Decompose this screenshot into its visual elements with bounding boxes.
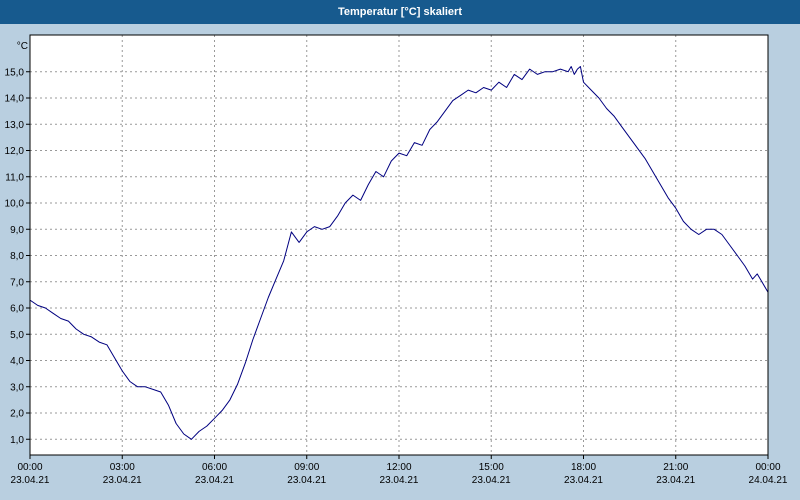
- y-tick-label: 10,0: [5, 199, 25, 210]
- x-tick-date-label: 23.04.21: [380, 475, 419, 486]
- y-tick-label: 1,0: [10, 435, 24, 446]
- axis-ticks: [26, 71, 769, 459]
- x-tick-time-label: 18:00: [571, 462, 596, 473]
- x-tick-time-label: 15:00: [479, 462, 504, 473]
- y-axis-labels: °C 1,0 2,0 3,0 4,0 5,0 6,0 7,0 8,0 9,0 10,0 11,0 12,…: [5, 41, 28, 446]
- window-title: Temperatur [°C] skaliert: [337, 6, 462, 18]
- x-tick-date-label: 23.04.21: [195, 475, 234, 486]
- x-tick-date-label: 23.04.21: [103, 475, 142, 486]
- y-tick-label: 4,0: [10, 356, 24, 367]
- y-axis-unit-label: °C: [17, 41, 28, 52]
- x-tick-time-label: 00:00: [755, 462, 780, 473]
- y-tick-label: 5,0: [10, 330, 24, 341]
- x-tick-time-label: 00:00: [17, 462, 42, 473]
- x-tick-date-label: 24.04.21: [749, 475, 788, 486]
- x-tick-time-label: 09:00: [294, 462, 319, 473]
- y-tick-label: 6,0: [10, 304, 24, 315]
- x-tick-time-label: 12:00: [386, 462, 411, 473]
- x-tick-time-label: 03:00: [110, 462, 135, 473]
- x-tick-time-label: 06:00: [202, 462, 227, 473]
- y-tick-label: 8,0: [10, 251, 24, 262]
- grid-lines: [30, 35, 768, 455]
- y-tick-label: 15,0: [5, 67, 25, 78]
- temperature-line: [29, 66, 769, 440]
- y-tick-label: 13,0: [5, 120, 25, 131]
- x-tick-date-label: 23.04.21: [564, 475, 603, 486]
- y-tick-label: 9,0: [10, 225, 24, 236]
- y-tick-label: 7,0: [10, 277, 24, 288]
- x-tick-date-label: 23.04.21: [11, 475, 50, 486]
- y-tick-label: 3,0: [10, 382, 24, 393]
- y-tick-label: 12,0: [5, 146, 25, 157]
- temperature-chart: °C 1,0 2,0 3,0 4,0 5,0 6,0 7,0 8,0 9,0 10,0 11,0 12,…: [5, 34, 788, 486]
- x-tick-date-label: 23.04.21: [656, 475, 695, 486]
- title-bar: Temperatur [°C] skaliert: [0, 0, 800, 24]
- chart-area: °C 1,0 2,0 3,0 4,0 5,0 6,0 7,0 8,0 9,0 10,0 11,0 12,…: [0, 24, 800, 500]
- x-tick-date-label: 23.04.21: [287, 475, 326, 486]
- y-tick-label: 11,0: [5, 172, 24, 183]
- y-tick-label: 14,0: [5, 94, 25, 105]
- y-tick-label: 2,0: [10, 409, 24, 420]
- x-tick-time-label: 21:00: [663, 462, 688, 473]
- x-tick-date-label: 23.04.21: [472, 475, 511, 486]
- x-axis-labels: 00:00 23.04.21 03:00 23.04.21 06:00 23.04.21 0…: [11, 462, 788, 486]
